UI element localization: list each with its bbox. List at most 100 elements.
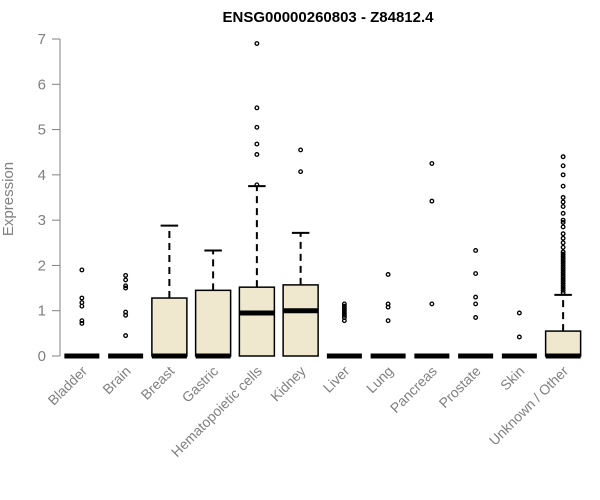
y-tick-label: 6	[38, 76, 46, 93]
outlier-point	[560, 217, 566, 223]
box-skin	[501, 310, 537, 359]
outlier-point	[560, 272, 566, 277]
outlier-point	[473, 315, 479, 320]
outlier-point	[560, 285, 566, 291]
outlier-point	[560, 240, 566, 246]
y-axis: 0 1 2 3 4 5 6 7	[38, 31, 61, 365]
outlier-point	[560, 262, 566, 268]
outlier-point	[560, 283, 566, 289]
outlier-point	[560, 290, 566, 296]
outlier-point	[560, 183, 566, 189]
box-rect	[544, 330, 582, 357]
outlier-point	[385, 318, 391, 324]
outlier-point	[560, 281, 566, 286]
y-tick-label: 3	[38, 212, 46, 229]
outlier-point	[341, 301, 347, 307]
boxes-group	[64, 41, 582, 359]
outlier-point	[473, 294, 479, 300]
outlier-point	[341, 308, 347, 314]
outlier-point	[516, 310, 522, 316]
outlier-point	[123, 283, 129, 289]
outlier-point	[254, 124, 260, 130]
outlier-point	[560, 287, 566, 293]
outlier-point	[560, 269, 566, 275]
chart-title: ENSG00000260803 - Z84812.4	[223, 9, 435, 26]
outlier-point	[560, 251, 566, 257]
x-tick-label: Lung	[363, 363, 396, 396]
box-hematopoietic-cells	[238, 41, 276, 357]
outlier-point	[560, 195, 566, 200]
outlier-point	[254, 105, 260, 111]
outlier-point	[429, 161, 435, 166]
outlier-point	[79, 295, 85, 301]
outlier-point	[123, 333, 129, 339]
outlier-point	[298, 147, 304, 153]
outlier-point	[429, 301, 435, 307]
outlier-point	[473, 271, 479, 277]
box-brain	[108, 272, 144, 359]
outlier-point	[385, 272, 391, 277]
outlier-point	[560, 260, 566, 266]
x-tick-label: Kidney	[267, 363, 309, 405]
outlier-point	[79, 267, 85, 273]
outlier-point	[341, 315, 347, 320]
outlier-point	[123, 285, 129, 291]
outlier-point	[560, 265, 566, 271]
outlier-point	[560, 231, 566, 237]
x-tick-label: Brain	[99, 363, 133, 397]
box-lung	[370, 272, 406, 359]
outlier-point	[254, 152, 260, 157]
outlier-point	[79, 320, 85, 326]
y-axis-label: Expression	[0, 162, 17, 236]
y-tick-label: 0	[38, 348, 46, 365]
outlier-point	[79, 318, 85, 324]
outlier-point	[298, 169, 304, 175]
outlier-point	[560, 276, 566, 282]
outlier-point	[560, 219, 566, 225]
y-tick-label: 5	[38, 122, 46, 139]
box-rect	[282, 284, 319, 357]
outlier-point	[560, 249, 566, 255]
box-kidney	[282, 147, 319, 357]
outlier-point	[123, 277, 129, 283]
outlier-point	[560, 278, 566, 284]
outlier-point	[341, 310, 347, 316]
outlier-point	[341, 306, 347, 311]
outlier-point	[560, 172, 566, 178]
outlier-point	[473, 301, 479, 307]
outlier-point	[560, 154, 566, 160]
outlier-point	[254, 41, 260, 46]
y-tick-label: 1	[38, 303, 46, 320]
x-tick-label: Skin	[497, 363, 528, 394]
outlier-point	[560, 267, 566, 273]
box-rect	[238, 286, 276, 357]
outlier-point	[560, 258, 566, 264]
outlier-point	[341, 303, 347, 309]
box-pancreas	[414, 161, 450, 359]
outlier-point	[79, 300, 85, 306]
outlier-point	[560, 224, 566, 230]
outlier-point	[560, 235, 566, 241]
outlier-point	[516, 334, 522, 340]
box-liver	[326, 301, 362, 359]
outlier-point	[473, 248, 479, 253]
y-tick-label: 2	[38, 257, 46, 274]
box-gastric	[194, 249, 232, 359]
x-tick-label: Prostate	[436, 363, 484, 411]
outlier-point	[560, 199, 566, 205]
outlier-point	[341, 312, 347, 318]
box-rect	[151, 297, 188, 357]
y-tick-label: 4	[38, 167, 46, 184]
x-tick-label: Pancreas	[387, 363, 440, 416]
outlier-point	[385, 301, 391, 307]
outlier-point	[254, 182, 260, 188]
outlier-point	[560, 256, 566, 262]
box-rect	[194, 289, 232, 357]
outlier-point	[429, 198, 435, 204]
x-tick-label: Unknown / Other	[486, 363, 572, 449]
outlier-point	[560, 244, 566, 250]
box-breast	[151, 224, 188, 359]
box-prostate	[458, 248, 494, 359]
